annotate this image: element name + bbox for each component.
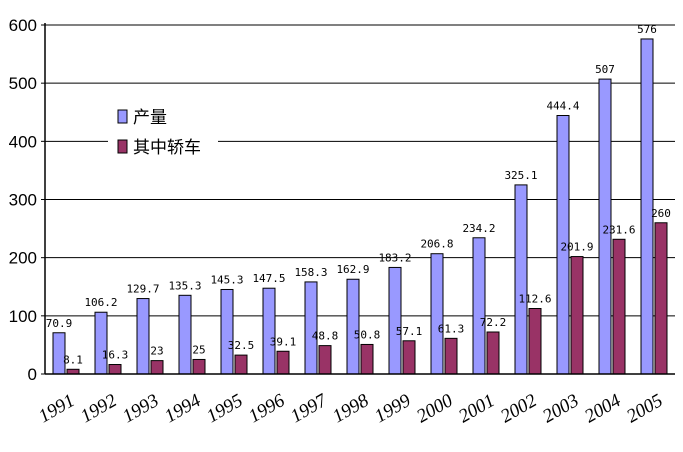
data-label-production: 325.1: [504, 169, 537, 182]
y-tick-label: 100: [9, 307, 37, 326]
data-label-sedan: 112.6: [518, 293, 551, 306]
x-tick-label: 1999: [371, 390, 415, 427]
bar-production: [94, 311, 108, 375]
data-label-production: 183.2: [378, 251, 411, 264]
legend-swatch: [117, 139, 128, 154]
data-label-production: 147.5: [252, 272, 285, 285]
x-tick-label: 1991: [35, 390, 78, 427]
x-tick-label: 1995: [203, 390, 246, 427]
legend-label: 其中轿车: [133, 138, 201, 158]
data-label-production: 444.4: [546, 100, 579, 113]
bar-production: [346, 278, 360, 375]
bar-sedan: [528, 308, 542, 375]
bar-production: [178, 294, 192, 375]
data-label-sedan: 72.2: [480, 316, 507, 329]
data-label-sedan: 61.3: [438, 322, 465, 335]
axes: [41, 23, 675, 375]
data-label-sedan: 8.1: [63, 353, 83, 366]
data-label-sedan: 16.3: [102, 349, 129, 362]
bar-production: [304, 281, 318, 375]
bar-sedan: [108, 364, 122, 375]
data-label-sedan: 201.9: [560, 241, 593, 254]
bar-sedan: [192, 358, 206, 375]
y-tick-label: 600: [9, 16, 37, 35]
x-tick-label: 2004: [581, 390, 625, 427]
x-tick-label: 2000: [413, 390, 457, 427]
bar-sedan: [444, 337, 458, 375]
bar-production: [220, 288, 234, 375]
data-label-production: 162.9: [336, 263, 369, 276]
bars: [52, 38, 668, 375]
data-label-sedan: 39.1: [270, 335, 297, 348]
y-tick-label: 500: [9, 74, 37, 93]
bar-sedan: [234, 354, 248, 375]
x-tick-label: 1996: [245, 390, 289, 427]
bar-sedan: [150, 360, 164, 375]
data-label-production: 106.2: [84, 296, 117, 309]
data-label-sedan: 231.6: [602, 223, 635, 236]
data-label-production: 145.3: [210, 273, 243, 286]
bar-sedan: [276, 350, 290, 375]
x-tick-labels: 1991199219931994199519961997199819992000…: [35, 389, 666, 427]
bar-production: [388, 266, 402, 375]
data-label-sedan: 25: [192, 343, 205, 356]
data-label-production: 158.3: [294, 266, 327, 279]
y-tick-label: 0: [28, 365, 37, 384]
bar-sedan: [318, 345, 332, 375]
x-tick-label: 2003: [539, 390, 582, 427]
data-label-production: 234.2: [462, 222, 495, 235]
data-label-production: 507: [595, 63, 615, 76]
x-tick-label: 1994: [161, 390, 205, 427]
x-tick-label: 2005: [623, 390, 666, 427]
data-label-sedan: 23: [150, 345, 163, 358]
legend-label: 产量: [133, 108, 167, 128]
bar-production: [430, 253, 444, 375]
data-labels: 70.9 8.1 106.2 16.3 129.7 23 135.3 25 145.3 32.5 1…: [46, 23, 671, 366]
x-tick-label: 2002: [497, 390, 541, 427]
bar-production: [472, 237, 486, 375]
x-tick-label: 1992: [77, 390, 121, 427]
y-tick-label: 400: [9, 132, 37, 151]
bar-sedan: [654, 222, 668, 375]
bar-production: [514, 184, 528, 375]
bar-sedan: [402, 340, 416, 375]
data-label-sedan: 50.8: [354, 328, 381, 341]
x-tick-label: 2001: [455, 390, 498, 427]
bar-production: [262, 287, 276, 375]
y-tick-label: 200: [9, 249, 37, 268]
data-label-sedan: 57.1: [396, 325, 423, 338]
y-tick-label: 300: [9, 191, 37, 210]
data-label-production: 135.3: [168, 279, 201, 292]
x-tick-label: 1997: [287, 389, 332, 427]
legend-swatch: [117, 109, 128, 124]
data-label-production: 206.8: [420, 238, 453, 251]
data-label-production: 129.7: [126, 283, 159, 296]
data-label-sedan: 260: [651, 207, 671, 220]
x-tick-label: 1993: [119, 390, 162, 427]
x-tick-label: 1998: [329, 390, 373, 427]
data-label-production: 70.9: [46, 317, 73, 330]
bar-sedan: [486, 331, 500, 375]
data-label-sedan: 32.5: [228, 339, 255, 352]
bar-production: [136, 298, 150, 375]
data-label-sedan: 48.8: [312, 330, 339, 343]
bar-sedan: [360, 343, 374, 375]
y-tick-labels: 0 100 200 300 400 500 600: [9, 16, 37, 384]
bar-sedan: [612, 238, 626, 375]
bar-sedan: [570, 256, 584, 375]
data-label-production: 576: [637, 23, 657, 36]
